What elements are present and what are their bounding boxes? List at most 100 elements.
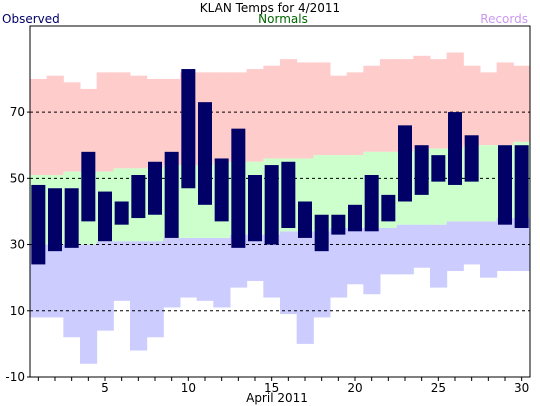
x-tick-label: 20 <box>347 381 362 395</box>
record-low-band <box>380 227 398 275</box>
record-high-band <box>496 62 514 146</box>
x-tick-label: 10 <box>181 381 196 395</box>
observed-bar <box>64 188 79 248</box>
x-axis-label: April 2011 <box>246 391 308 405</box>
plot-frame <box>29 25 531 378</box>
observed-bar <box>48 188 62 252</box>
record-low-band <box>130 241 148 351</box>
record-high-band <box>463 65 481 146</box>
x-tick-label: 25 <box>431 381 446 395</box>
observed-bar <box>431 155 446 182</box>
record-low-band <box>280 231 298 315</box>
normal-band <box>480 145 498 222</box>
observed-bar <box>498 145 512 225</box>
record-low-band <box>363 227 381 295</box>
observed-bar <box>414 145 429 195</box>
observed-bar <box>231 128 246 248</box>
record-low-band <box>113 241 131 301</box>
record-high-band <box>246 69 264 162</box>
observed-bar <box>81 151 96 222</box>
x-tick-label: 5 <box>101 381 109 395</box>
legend-normals: Normals <box>258 12 308 26</box>
record-low-band <box>180 237 198 298</box>
legend-observed: Observed <box>2 12 60 26</box>
record-low-band <box>96 241 114 331</box>
observed-bar <box>114 201 129 225</box>
y-tick-label: 10 <box>10 304 25 318</box>
observed-bar <box>214 158 229 222</box>
record-low-band <box>263 234 281 298</box>
record-high-band <box>480 72 498 146</box>
record-high-band <box>146 78 164 169</box>
observed-bar <box>314 214 329 252</box>
record-low-band <box>196 237 214 301</box>
observed-bar <box>381 194 396 222</box>
record-low-band <box>46 244 64 318</box>
record-high-band <box>330 75 348 156</box>
chart-title: KLAN Temps for 4/2011 <box>200 1 340 15</box>
observed-bar <box>131 175 146 219</box>
record-low-band <box>446 221 464 272</box>
observed-bar <box>248 175 262 242</box>
observed-bar <box>298 201 312 238</box>
record-high-band <box>46 75 64 176</box>
observed-bar <box>348 204 362 232</box>
x-tick-label: 15 <box>264 381 279 395</box>
record-low-band <box>213 237 231 308</box>
record-high-band <box>430 59 448 149</box>
observed-bar <box>514 145 529 228</box>
observed-bar <box>164 151 179 238</box>
observed-bar <box>148 161 162 215</box>
record-low-band <box>163 237 181 308</box>
y-tick-label: 30 <box>10 238 25 252</box>
record-low-band <box>463 221 481 265</box>
record-low-band <box>80 244 98 364</box>
y-tick-label: -10 <box>5 370 25 384</box>
record-high-band <box>113 72 131 169</box>
normal-band <box>313 155 331 232</box>
record-low-band <box>413 224 431 268</box>
record-high-band <box>163 78 181 166</box>
record-high-band <box>513 65 531 142</box>
legend-records: Records <box>480 12 528 26</box>
observed-bar <box>98 191 112 242</box>
record-high-band <box>413 55 431 149</box>
record-high-band <box>80 88 98 172</box>
normal-band <box>330 155 348 228</box>
record-low-band <box>346 227 364 285</box>
record-high-band <box>30 78 48 176</box>
record-low-band <box>396 224 414 275</box>
observed-bar <box>198 102 212 205</box>
y-tick-label: 70 <box>10 105 25 119</box>
record-high-band <box>363 65 381 152</box>
record-low-band <box>330 227 348 298</box>
observed-bar <box>464 135 479 182</box>
record-low-band <box>430 224 448 288</box>
record-high-band <box>213 72 231 162</box>
observed-bar <box>181 69 196 189</box>
observed-bar <box>364 175 379 232</box>
record-high-band <box>296 62 314 159</box>
record-high-band <box>313 62 331 156</box>
record-low-band <box>146 241 164 338</box>
record-low-band <box>313 231 331 318</box>
record-high-band <box>346 72 364 156</box>
x-tick-label: 30 <box>514 381 529 395</box>
record-low-band <box>246 234 264 281</box>
record-low-band <box>480 221 498 278</box>
record-low-band <box>296 231 314 344</box>
observed-bar <box>264 165 279 245</box>
record-high-band <box>280 59 298 159</box>
record-high-band <box>380 59 398 152</box>
record-high-band <box>130 75 148 169</box>
record-low-band <box>513 218 531 272</box>
observed-bar <box>398 125 412 202</box>
observed-bar <box>31 184 46 265</box>
observed-bar <box>281 161 296 228</box>
plot-area: -10 10 30 50 70 5 10 15 20 25 30 <box>5 25 531 395</box>
y-tick-label: 50 <box>10 171 25 185</box>
observed-bar <box>331 214 346 235</box>
observed-bar <box>448 112 462 185</box>
record-high-band <box>96 72 114 172</box>
record-high-band <box>63 82 81 172</box>
